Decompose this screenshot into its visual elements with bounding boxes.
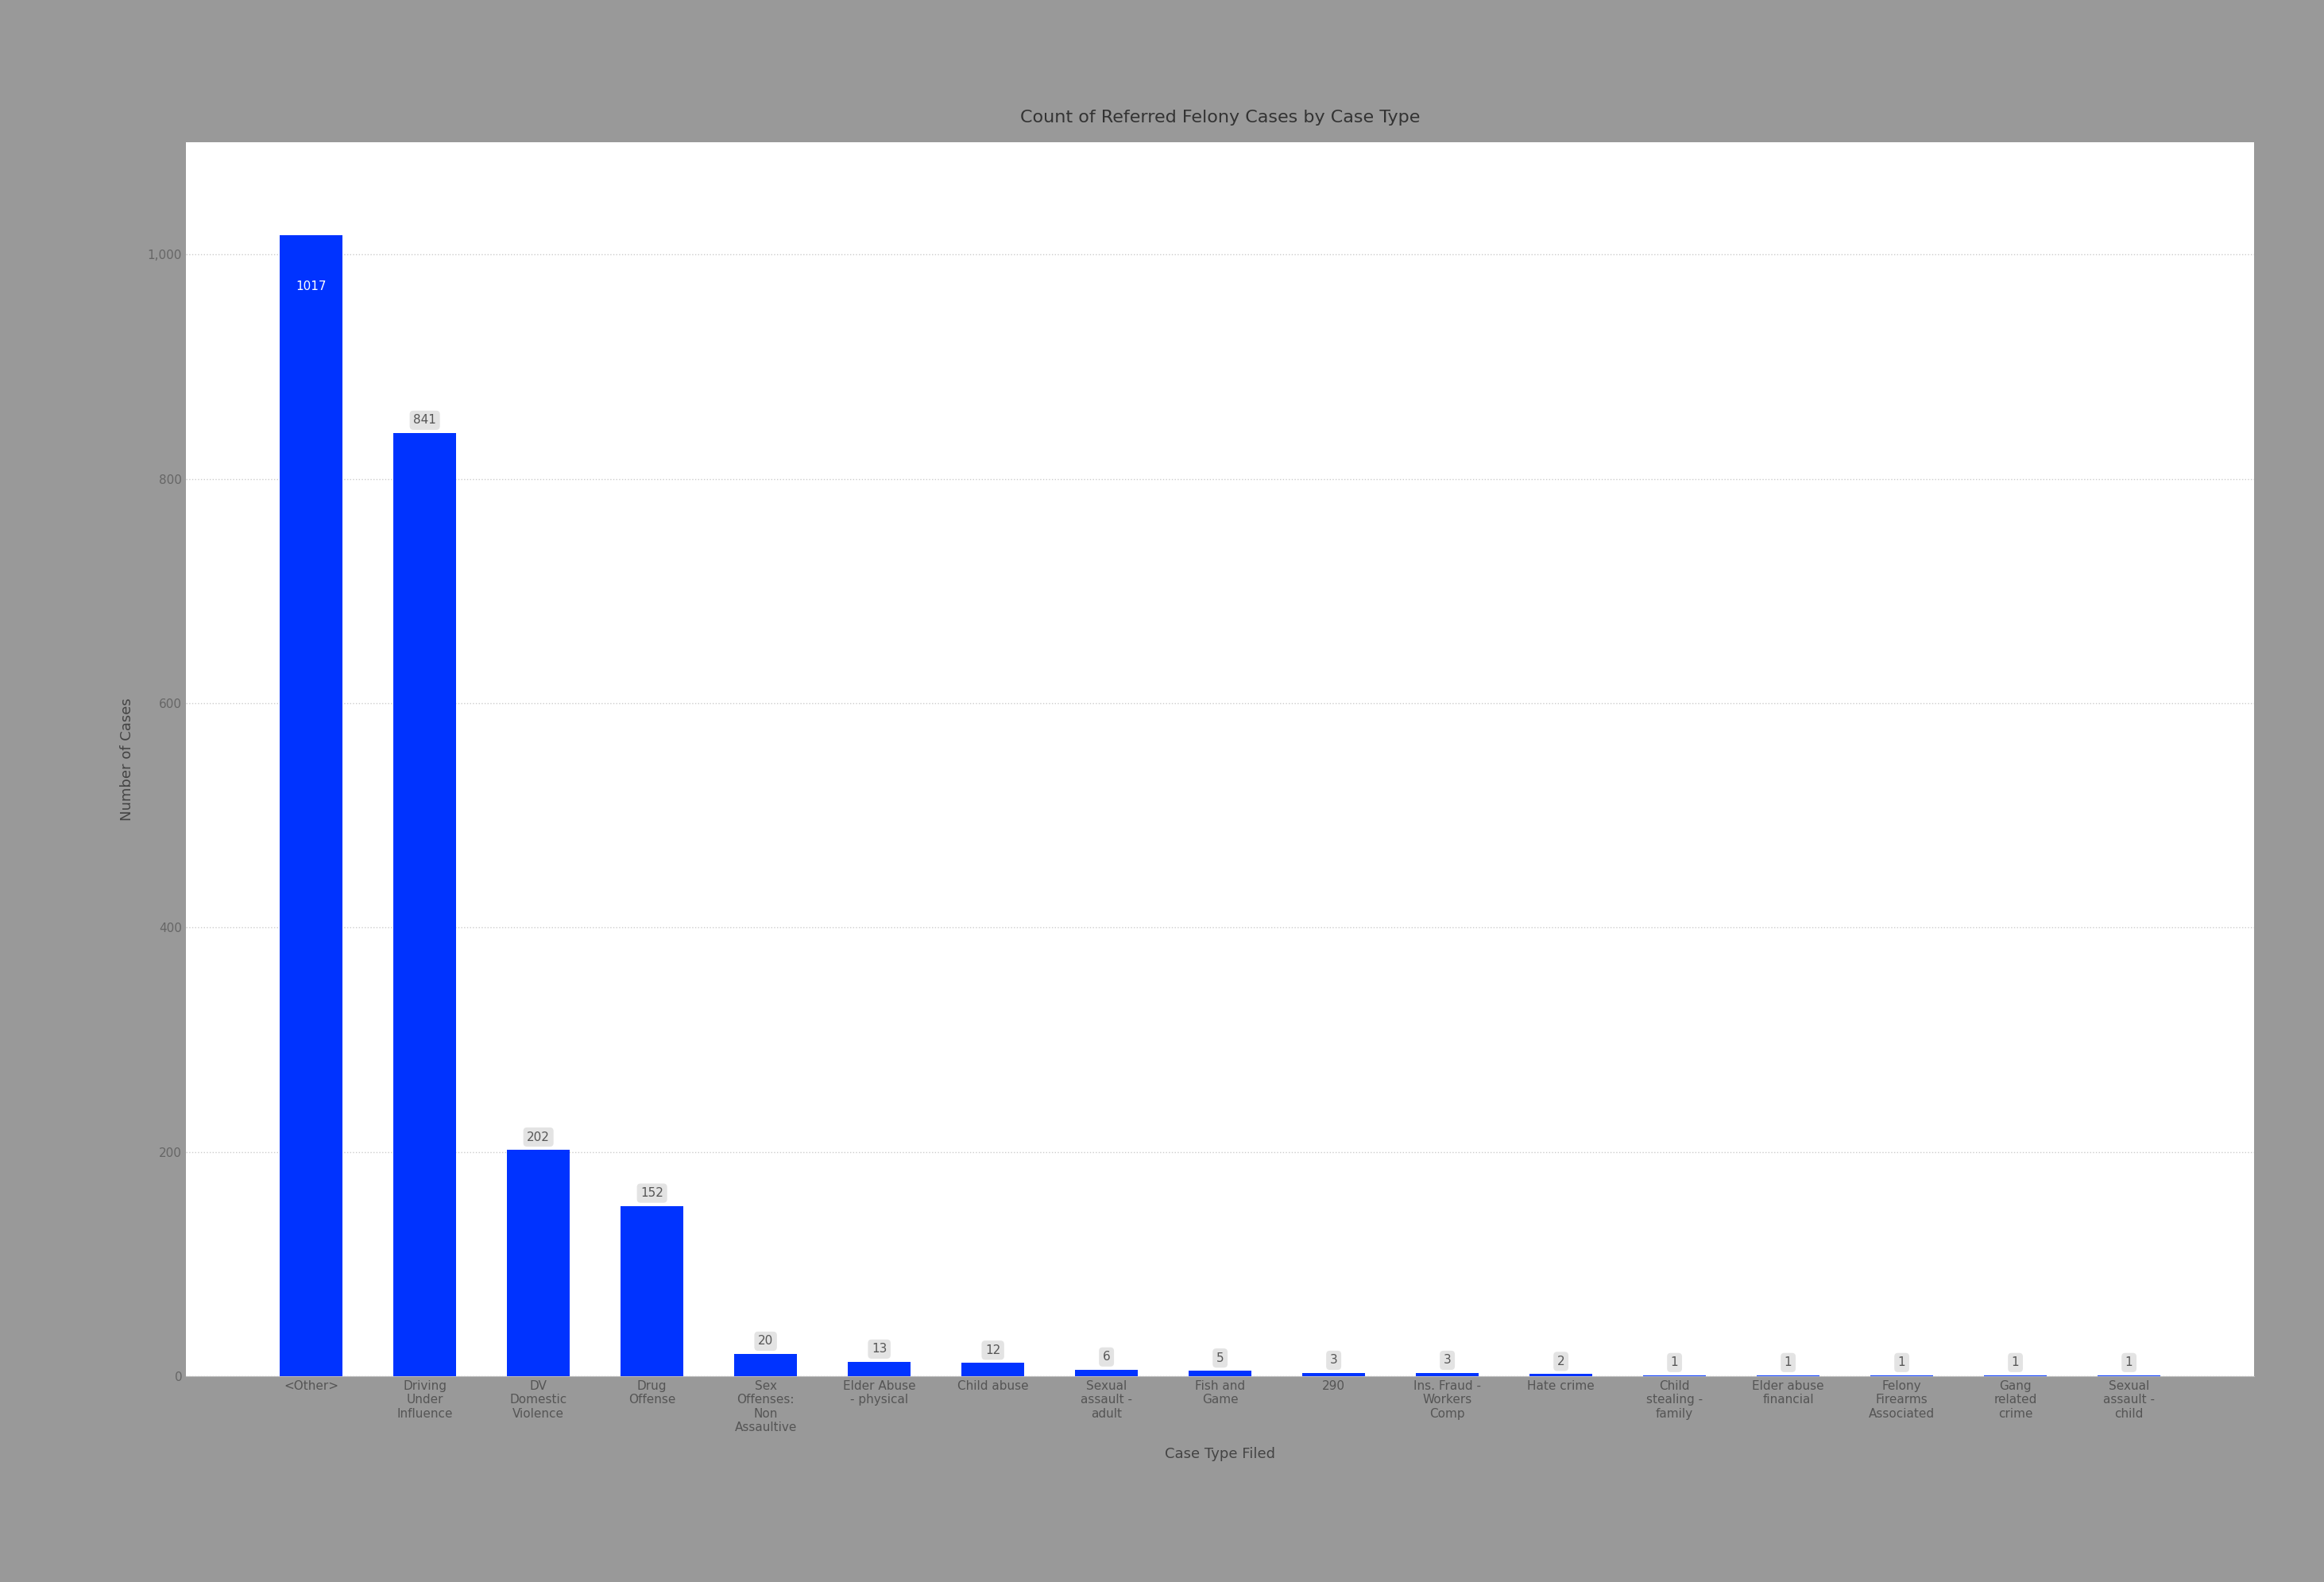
Bar	[507, 1150, 569, 1376]
X-axis label: Case Type Filed: Case Type Filed	[1164, 1448, 1276, 1462]
Text: 2: 2	[1557, 1356, 1564, 1367]
Bar	[1076, 1370, 1139, 1376]
Text: 1: 1	[2124, 1357, 2133, 1368]
Bar	[393, 433, 456, 1376]
Bar	[962, 1362, 1025, 1376]
Text: 3: 3	[1329, 1354, 1339, 1367]
Text: 1: 1	[2013, 1357, 2020, 1368]
Bar	[734, 1354, 797, 1376]
Text: 1017: 1017	[295, 280, 325, 293]
Text: 3: 3	[1443, 1354, 1450, 1367]
Text: 152: 152	[641, 1186, 662, 1199]
Text: 5: 5	[1215, 1353, 1225, 1364]
Text: 13: 13	[872, 1343, 888, 1356]
Text: 1: 1	[1785, 1357, 1792, 1368]
Text: 841: 841	[414, 414, 437, 426]
Bar	[1529, 1375, 1592, 1376]
Title: Count of Referred Felony Cases by Case Type: Count of Referred Felony Cases by Case T…	[1020, 109, 1420, 125]
Bar	[279, 236, 342, 1376]
Text: 1: 1	[1671, 1357, 1678, 1368]
Y-axis label: Number of Cases: Number of Cases	[121, 698, 135, 821]
Text: 6: 6	[1102, 1351, 1111, 1362]
Bar	[848, 1362, 911, 1376]
Bar	[1415, 1373, 1478, 1376]
Bar	[1190, 1370, 1250, 1376]
Bar	[1301, 1373, 1364, 1376]
Text: 12: 12	[985, 1345, 1002, 1356]
Bar	[621, 1205, 683, 1376]
Text: 202: 202	[528, 1131, 551, 1144]
Text: 1: 1	[1899, 1357, 1906, 1368]
Text: 20: 20	[758, 1335, 774, 1348]
